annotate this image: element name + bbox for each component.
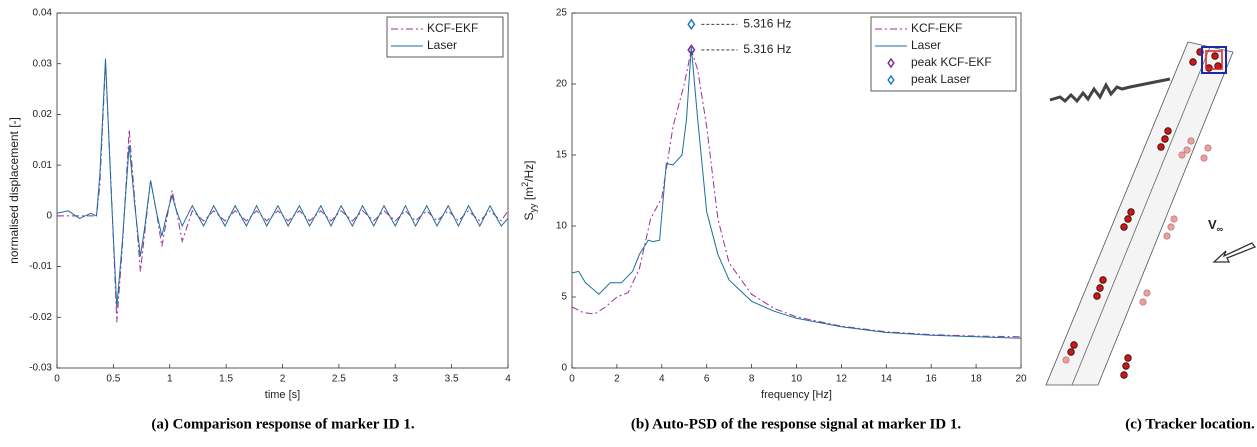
x-tick-label: 1.5 <box>219 374 233 385</box>
y-tick-label: 0.02 <box>33 109 53 120</box>
plot-area <box>56 12 509 369</box>
x-tick-label: 0 <box>569 374 575 385</box>
legend-label: Laser <box>427 38 457 52</box>
x-tick-label: 0.5 <box>106 374 120 385</box>
x-tick-label: 4 <box>505 374 511 385</box>
annotation: 5.316 Hz <box>743 17 791 31</box>
x-tick-label: 3 <box>392 374 398 385</box>
y-axis-label-part: yy <box>528 203 538 213</box>
x-tick-label: 16 <box>926 374 938 385</box>
caption: (a) Comparison response of marker ID 1. <box>151 416 414 432</box>
y-tick-label: -0.02 <box>29 312 52 323</box>
series-line <box>56 58 509 308</box>
x-tick-label: 20 <box>1015 374 1027 385</box>
x-axis-label: frequency [Hz] <box>761 389 832 401</box>
series-line <box>571 47 1022 338</box>
y-tick-label: 0 <box>46 210 52 221</box>
legend-box <box>386 16 504 58</box>
x-tick-label: 3.5 <box>445 374 459 385</box>
y-axis-label-part: 2 <box>520 182 530 187</box>
y-tick-label: 0 <box>561 363 567 374</box>
legend-label: peak KCF-EKF <box>911 55 992 69</box>
peak-marker <box>687 18 696 31</box>
y-tick-label: 0.03 <box>33 58 53 69</box>
caption: (b) Auto-PSD of the response signal at m… <box>631 416 962 432</box>
x-tick-label: 14 <box>881 374 893 385</box>
legend-label: KCF-EKF <box>911 21 962 35</box>
y-tick-label: 15 <box>556 150 568 161</box>
y-tick-label: 20 <box>556 79 568 90</box>
legend-symbol <box>887 74 895 86</box>
y-axis-label-part: /Hz] <box>522 160 536 181</box>
x-tick-label: 0 <box>54 374 60 385</box>
x-tick-label: 4 <box>659 374 665 385</box>
legend-label: Laser <box>911 38 941 52</box>
x-tick-label: 2 <box>280 374 286 385</box>
y-tick-label: 5 <box>561 292 567 303</box>
y-tick-label: -0.03 <box>29 363 52 374</box>
y-axis-label-part: [m <box>522 187 536 204</box>
peak-marker <box>687 44 696 56</box>
x-tick-label: 18 <box>971 374 983 385</box>
velocity-label: V∞ <box>1208 217 1224 234</box>
velocity-symbol: V <box>1208 217 1217 232</box>
y-tick-label: 10 <box>556 221 568 232</box>
x-tick-label: 12 <box>836 374 848 385</box>
x-tick-label: 1 <box>167 374 173 385</box>
caption: (c) Tracker location. <box>1125 416 1255 432</box>
legend-symbol <box>887 57 895 69</box>
y-tick-label: 25 <box>556 8 568 19</box>
x-tick-label: 8 <box>749 374 755 385</box>
series-line <box>571 47 1022 339</box>
legend-label: peak Laser <box>911 72 970 86</box>
velocity-subscript: ∞ <box>1217 224 1224 234</box>
y-axis-label: Syy [m2/Hz] <box>520 160 538 220</box>
y-tick-label: 0.01 <box>33 160 53 171</box>
annotation: 5.316 Hz <box>743 42 791 56</box>
y-axis-label-part: S <box>522 213 536 221</box>
x-axis-label: time [s] <box>265 389 300 401</box>
y-tick-label: 0.04 <box>33 8 53 19</box>
x-tick-label: 2.5 <box>332 374 346 385</box>
x-tick-label: 6 <box>704 374 710 385</box>
tracker-image: V∞ (c) Tracker location. <box>1045 41 1257 432</box>
y-tick-label: -0.01 <box>29 261 52 272</box>
x-tick-label: 10 <box>791 374 803 385</box>
x-tick-label: 2 <box>614 374 620 385</box>
legend-label: KCF-EKF <box>427 21 478 35</box>
y-axis-label: normalised displacement [-] <box>7 117 21 264</box>
